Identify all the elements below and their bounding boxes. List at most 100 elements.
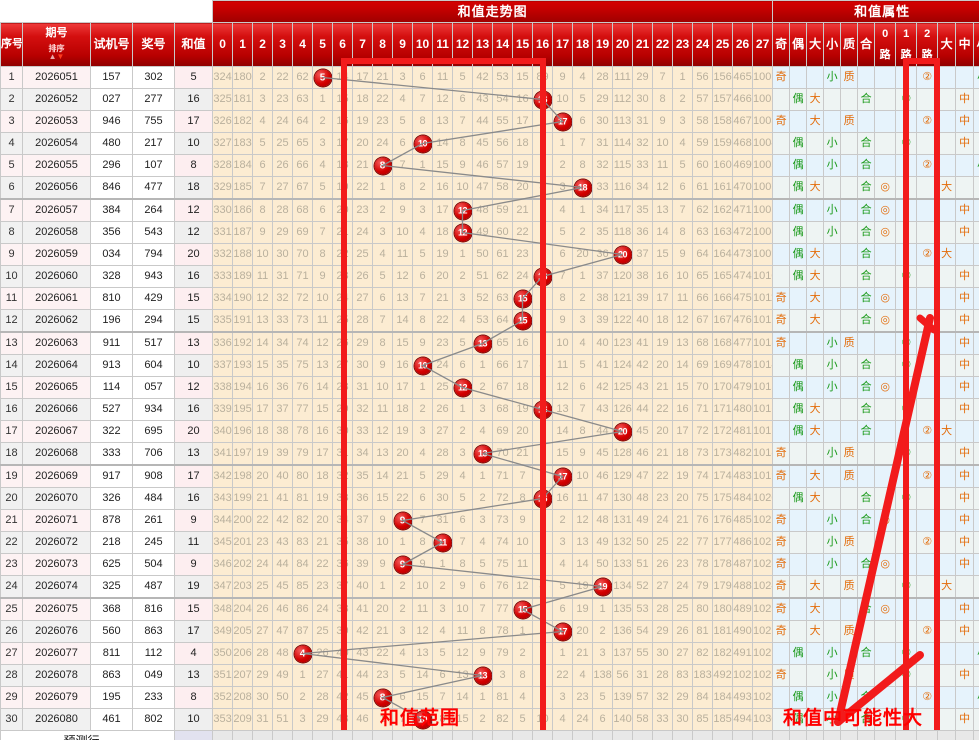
prediction-attr-cell[interactable]	[772, 730, 791, 740]
table-row[interactable]: 14 2026064 913 604 10 337 193 15 35 75 13 27 30 9 16 10…	[0, 354, 979, 377]
row-issue[interactable]: 2026072	[22, 531, 91, 554]
header-trend-1[interactable]: 1	[232, 22, 254, 67]
row-issue[interactable]: 2026079	[22, 686, 91, 709]
row-issue[interactable]: 2026057	[22, 198, 91, 222]
table-row[interactable]: 11 2026061 810 429 15 334 190 12 32 72 10 24 27 6 13 7 2…	[0, 287, 979, 310]
row-issue[interactable]: 2026053	[22, 110, 91, 133]
prediction-cell[interactable]	[452, 730, 474, 740]
header-trend-7[interactable]: 7	[352, 22, 374, 67]
table-row[interactable]: 15 2026065 114 057 12 338 194 16 36 76 14 28 31 10 17 1…	[0, 376, 979, 399]
sort-control[interactable]: 排序 ▲▼	[48, 44, 65, 61]
prediction-cell[interactable]	[712, 730, 734, 740]
prediction-cell[interactable]	[672, 730, 694, 740]
header-trend-20[interactable]: 20	[612, 22, 634, 67]
row-issue[interactable]: 2026065	[22, 376, 91, 399]
prediction-attr-cell[interactable]	[973, 730, 979, 740]
prediction-cell[interactable]	[292, 730, 314, 740]
row-issue[interactable]: 2026061	[22, 287, 91, 310]
header-trend-24[interactable]: 24	[692, 22, 714, 67]
table-row[interactable]: 8 2026058 356 543 12 331 187 9 29 69 7 21 24 3 10 4 18 12…	[0, 221, 979, 244]
table-row[interactable]: 18 2026068 333 706 13 341 197 19 39 79 17 31 34 13 20 4…	[0, 442, 979, 466]
prediction-attr-cell[interactable]	[789, 730, 808, 740]
table-row[interactable]: 13 2026063 911 517 13 336 192 14 34 74 12 26 29 8 15 9 2…	[0, 331, 979, 355]
row-issue[interactable]: 2026052	[22, 88, 91, 111]
table-row[interactable]: 25 2026075 368 816 15 348 204 26 46 86 24 38 41 20 2 11…	[0, 597, 979, 621]
prediction-attr-cell[interactable]	[823, 730, 842, 740]
prediction-cell[interactable]	[332, 730, 354, 740]
prediction-cell[interactable]	[612, 730, 634, 740]
prediction-cell[interactable]	[552, 730, 574, 740]
table-row[interactable]: 27 2026077 811 112 4 350 206 28 48 4 26 40 43 22 4 13 5 1…	[0, 642, 979, 665]
sort-arrows-icon[interactable]: ▲▼	[48, 52, 65, 61]
row-issue[interactable]: 2026074	[22, 575, 91, 599]
row-issue[interactable]: 2026080	[22, 708, 91, 731]
row-issue[interactable]: 2026054	[22, 132, 91, 155]
row-issue[interactable]: 2026077	[22, 642, 91, 665]
table-row[interactable]: 19 2026069 917 908 17 342 198 20 40 80 18 32 35 14 21 5…	[0, 464, 979, 488]
row-issue[interactable]: 2026060	[22, 265, 91, 288]
row-issue[interactable]: 2026069	[22, 464, 91, 488]
row-issue[interactable]: 2026056	[22, 176, 91, 200]
row-issue[interactable]: 2026070	[22, 487, 91, 510]
prediction-cell[interactable]	[352, 730, 374, 740]
prediction-cell[interactable]	[412, 730, 434, 740]
prediction-row[interactable]: 预测行一	[0, 730, 979, 740]
prediction-attr-cell[interactable]	[840, 730, 859, 740]
row-issue[interactable]: 2026071	[22, 509, 91, 532]
row-issue[interactable]: 2026075	[22, 597, 91, 621]
header-trend-26[interactable]: 26	[732, 22, 754, 67]
prediction-attr-cell[interactable]	[895, 730, 918, 740]
header-trend-16[interactable]: 16	[532, 22, 554, 67]
table-row[interactable]: 12 2026062 196 294 15 335 191 13 33 73 11 25 28 7 14 8 2…	[0, 309, 979, 333]
table-row[interactable]: 20 2026070 326 484 16 343 199 21 41 81 19 33 36 15 22 6…	[0, 487, 979, 510]
header-trend-13[interactable]: 13	[472, 22, 494, 67]
row-issue[interactable]: 2026055	[22, 154, 91, 177]
row-issue[interactable]: 2026064	[22, 354, 91, 377]
prediction-cell[interactable]	[212, 730, 234, 740]
header-trend-21[interactable]: 21	[632, 22, 654, 67]
prediction-cell[interactable]	[372, 730, 394, 740]
header-trend-25[interactable]: 25	[712, 22, 734, 67]
table-row[interactable]: 28 2026078 863 049 13 351 207 29 49 1 27 41 44 23 5 14 6…	[0, 664, 979, 687]
table-row[interactable]: 2 2026052 027 277 16 325 181 3 23 63 1 15 18 22 4 7 12 6 4…	[0, 88, 979, 111]
table-row[interactable]: 24 2026074 325 487 19 347 203 25 45 85 23 37 40 1 2 10 2…	[0, 575, 979, 599]
prediction-attr-cell[interactable]	[955, 730, 975, 740]
prediction-cell[interactable]	[512, 730, 534, 740]
row-issue[interactable]: 2026058	[22, 221, 91, 244]
header-trend-18[interactable]: 18	[572, 22, 594, 67]
header-issue[interactable]: 期号 排序 ▲▼	[22, 22, 91, 67]
prediction-attr-cell[interactable]	[874, 730, 897, 740]
header-trend-14[interactable]: 14	[492, 22, 514, 67]
table-row[interactable]: 22 2026072 218 245 11 345 201 23 43 83 21 35 38 10 1 8 1…	[0, 531, 979, 554]
header-trend-5[interactable]: 5	[312, 22, 334, 67]
prediction-cell[interactable]	[692, 730, 714, 740]
prediction-cell[interactable]	[592, 730, 614, 740]
prediction-cell[interactable]	[752, 730, 774, 740]
header-trend-2[interactable]: 2	[252, 22, 274, 67]
prediction-cell[interactable]	[392, 730, 414, 740]
row-issue[interactable]: 2026073	[22, 553, 91, 576]
table-row[interactable]: 5 2026055 296 107 8 328 184 6 26 66 4 18 21 8 7 1 15 9 46 5…	[0, 154, 979, 177]
header-trend-11[interactable]: 11	[432, 22, 454, 67]
header-trend-9[interactable]: 9	[392, 22, 414, 67]
header-trend-17[interactable]: 17	[552, 22, 574, 67]
prediction-cell[interactable]	[272, 730, 294, 740]
prediction-cell[interactable]	[572, 730, 594, 740]
prediction-cell[interactable]	[232, 730, 254, 740]
table-row[interactable]: 4 2026054 480 217 10 327 183 5 25 65 3 17 20 24 6 10 14 8…	[0, 132, 979, 155]
table-row[interactable]: 9 2026059 034 794 20 332 188 10 30 70 8 22 25 4 11 5 19 1…	[0, 243, 979, 266]
table-row[interactable]: 6 2026056 846 477 18 329 185 7 27 67 5 19 22 1 8 2 16 10 4…	[0, 176, 979, 200]
row-issue[interactable]: 2026063	[22, 331, 91, 355]
header-trend-19[interactable]: 19	[592, 22, 614, 67]
row-issue[interactable]: 2026076	[22, 620, 91, 643]
row-issue[interactable]: 2026067	[22, 420, 91, 443]
prediction-cell[interactable]	[432, 730, 454, 740]
prediction-cell[interactable]	[312, 730, 334, 740]
prediction-cell[interactable]	[632, 730, 654, 740]
header-trend-10[interactable]: 10	[412, 22, 434, 67]
prediction-cell[interactable]	[492, 730, 514, 740]
header-trend-23[interactable]: 23	[672, 22, 694, 67]
header-trend-4[interactable]: 4	[292, 22, 314, 67]
row-issue[interactable]: 2026066	[22, 398, 91, 421]
prediction-attr-cell[interactable]	[806, 730, 825, 740]
